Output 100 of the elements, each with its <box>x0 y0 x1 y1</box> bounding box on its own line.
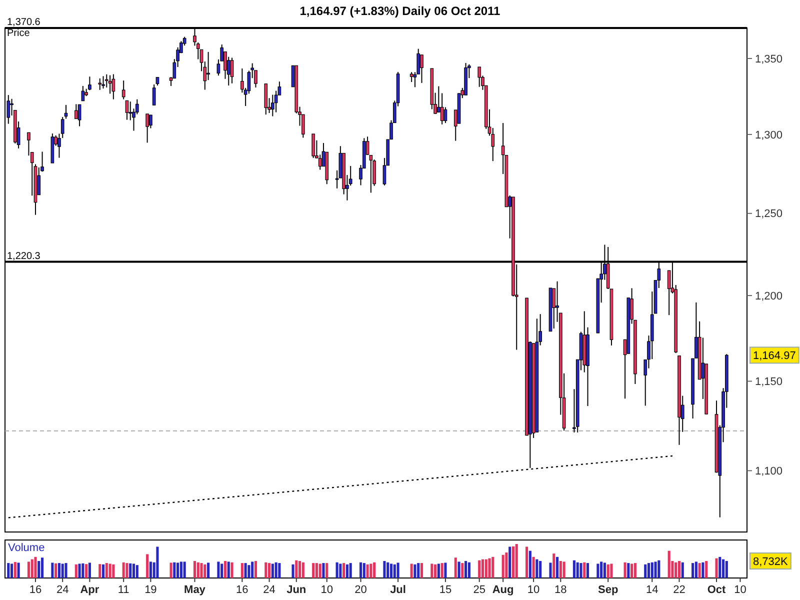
bar <box>227 562 230 578</box>
bar <box>512 546 514 578</box>
bar <box>196 562 200 578</box>
bar <box>383 561 386 578</box>
bar <box>64 563 68 578</box>
candlestick <box>264 83 268 116</box>
bar <box>220 564 224 578</box>
bar <box>556 556 559 578</box>
bar <box>624 562 626 578</box>
candlestick <box>122 80 126 100</box>
bar <box>85 564 88 578</box>
candlestick <box>40 151 44 172</box>
bar <box>492 556 494 578</box>
candlestick <box>318 154 322 170</box>
bar <box>183 562 186 578</box>
candlestick <box>78 104 82 127</box>
ref-line-label: 1,370.6 <box>7 17 41 28</box>
candlestick <box>271 94 274 117</box>
bar <box>248 565 250 578</box>
candlestick <box>420 54 424 84</box>
bar <box>61 564 64 578</box>
candlestick <box>312 133 315 158</box>
bar <box>264 562 268 578</box>
bar <box>692 563 694 578</box>
bar <box>627 563 630 578</box>
x-tick-label: 25 <box>473 584 486 596</box>
bar <box>694 562 698 578</box>
bar <box>173 562 176 578</box>
x-tick-label: 10 <box>734 584 746 596</box>
bar <box>393 564 396 578</box>
bar <box>410 564 413 578</box>
bar <box>528 550 532 578</box>
bar <box>298 561 302 578</box>
bar <box>359 562 362 578</box>
bar <box>34 556 37 578</box>
bar <box>295 560 298 578</box>
bar <box>112 564 115 578</box>
bar <box>454 558 457 578</box>
bar <box>722 559 725 578</box>
annotation: Price <box>7 28 30 39</box>
y-tick-label: 1,100 <box>755 466 783 478</box>
bar <box>207 562 210 578</box>
y-tick-label: 1,150 <box>755 376 783 388</box>
bar <box>606 564 610 578</box>
bar <box>366 564 369 578</box>
bar <box>254 561 257 578</box>
bar <box>17 562 20 578</box>
candlestick <box>369 154 373 194</box>
bar <box>539 561 542 578</box>
bar <box>576 562 579 578</box>
bar <box>230 562 234 578</box>
bar <box>430 564 434 578</box>
candlestick <box>146 113 149 144</box>
bar <box>204 564 206 578</box>
candlestick <box>125 100 129 120</box>
bar <box>650 562 654 578</box>
bar <box>274 562 278 578</box>
x-tick-label: 24 <box>56 584 69 596</box>
x-tick-label: 16 <box>29 584 42 596</box>
bar <box>292 564 294 578</box>
bar <box>349 563 352 578</box>
bar <box>484 559 488 578</box>
bar <box>481 559 484 578</box>
y-tick-label: 1,350 <box>755 53 783 66</box>
x-tick-label: 16 <box>236 584 248 596</box>
x-tick-label: Aug <box>492 584 514 596</box>
candlestick <box>98 78 102 90</box>
bar <box>502 554 504 578</box>
bar <box>30 559 34 578</box>
bar <box>458 562 460 578</box>
bar <box>505 552 508 578</box>
bar <box>386 562 390 578</box>
candlestick <box>108 74 112 94</box>
bar <box>318 564 322 578</box>
bar <box>326 563 328 578</box>
bar <box>278 563 281 578</box>
bar <box>526 546 528 578</box>
bar <box>434 564 437 578</box>
candlestick <box>440 92 444 125</box>
bar <box>583 562 586 578</box>
bar <box>41 558 44 578</box>
bar <box>596 564 600 578</box>
bar <box>200 563 203 578</box>
bar <box>549 562 552 578</box>
x-tick-label: Sep <box>598 584 618 596</box>
x-tick-label: Jun <box>286 584 306 596</box>
bar <box>346 564 348 578</box>
bar <box>132 564 136 578</box>
x-tick-label: 14 <box>646 584 658 596</box>
bar <box>38 561 40 578</box>
x-tick-label: 10 <box>320 584 333 596</box>
bar <box>58 563 60 578</box>
candlestick <box>128 101 132 121</box>
bar <box>562 562 566 578</box>
x-tick-label: Oct <box>707 584 726 596</box>
x-tick-label: Jul <box>390 584 406 596</box>
bar <box>339 564 342 578</box>
bar <box>420 563 424 578</box>
bar <box>170 562 172 578</box>
bar <box>88 562 91 578</box>
